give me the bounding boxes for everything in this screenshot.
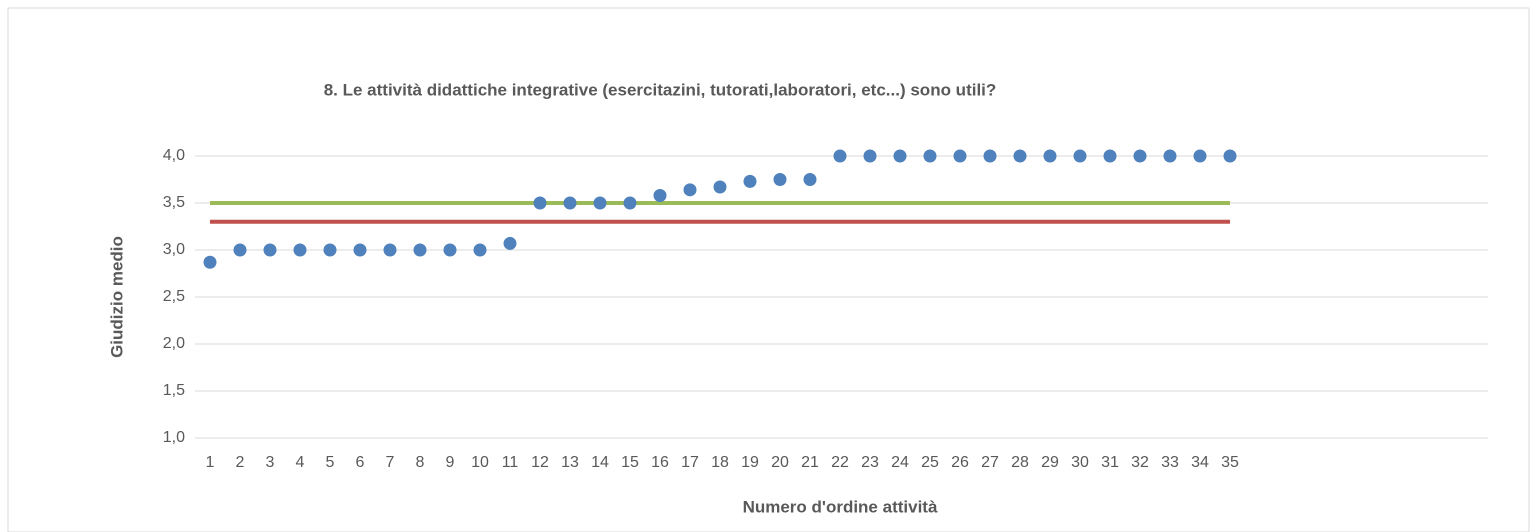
x-tick-label: 9: [446, 454, 455, 471]
data-point: [953, 149, 967, 163]
data-point: [263, 243, 277, 257]
x-tick-label: 4: [296, 454, 305, 471]
x-tick-label: 25: [921, 454, 939, 471]
data-point: [983, 149, 997, 163]
x-tick-label: 7: [386, 454, 395, 471]
y-tick-label: 4,0: [163, 147, 185, 164]
x-tick-label: 29: [1041, 454, 1059, 471]
y-tick-label: 2,5: [163, 288, 185, 305]
x-tick-label: 23: [861, 454, 879, 471]
data-point: [923, 149, 937, 163]
data-point: [473, 243, 487, 257]
data-point: [713, 180, 727, 194]
data-point: [1103, 149, 1117, 163]
data-point: [743, 174, 757, 188]
x-tick-label: 32: [1131, 454, 1149, 471]
x-tick-label: 28: [1011, 454, 1029, 471]
data-point: [1133, 149, 1147, 163]
data-point: [1223, 149, 1237, 163]
y-axis-label: Giudizio medio: [107, 236, 126, 358]
x-tick-label: 19: [741, 454, 759, 471]
x-tick-label: 24: [891, 454, 909, 471]
data-point: [563, 196, 577, 210]
data-point: [443, 243, 457, 257]
x-tick-label: 33: [1161, 454, 1179, 471]
x-tick-label: 35: [1221, 454, 1239, 471]
x-tick-label: 6: [356, 454, 365, 471]
data-point: [1043, 149, 1057, 163]
data-point: [533, 196, 547, 210]
x-tick-label: 18: [711, 454, 729, 471]
data-point: [203, 255, 217, 269]
x-tick-label: 17: [681, 454, 699, 471]
x-tick-label: 16: [651, 454, 669, 471]
y-tick-label: 2,0: [163, 335, 185, 352]
x-tick-label: 11: [502, 454, 519, 471]
data-point: [623, 196, 637, 210]
y-tick-label: 1,0: [163, 429, 185, 446]
data-point: [233, 243, 247, 257]
data-point: [653, 188, 667, 202]
x-tick-label: 22: [831, 454, 849, 471]
x-tick-label: 12: [531, 454, 549, 471]
y-tick-label: 1,5: [163, 382, 185, 399]
x-tick-label: 2: [236, 454, 245, 471]
x-tick-label: 21: [801, 454, 819, 471]
data-point: [863, 149, 877, 163]
x-tick-label: 5: [326, 454, 335, 471]
x-tick-label: 30: [1071, 454, 1089, 471]
chart-frame: [7, 7, 1530, 532]
data-point: [323, 243, 337, 257]
chart-title: 8. Le attività didattiche integrative (e…: [324, 80, 997, 99]
data-point: [893, 149, 907, 163]
y-tick-label: 3,5: [163, 194, 185, 211]
data-point: [803, 173, 817, 186]
x-axis-label: Numero d'ordine attività: [743, 497, 938, 516]
data-point: [383, 243, 397, 257]
x-tick-label: 1: [206, 454, 215, 471]
x-tick-label: 34: [1191, 454, 1209, 471]
data-point: [593, 196, 607, 210]
x-tick-label: 13: [561, 454, 579, 471]
data-point: [773, 173, 787, 186]
data-point: [353, 243, 367, 257]
x-tick-label: 31: [1101, 454, 1119, 471]
x-tick-label: 15: [621, 454, 639, 471]
data-point: [503, 236, 517, 250]
data-point: [293, 243, 307, 257]
x-tick-label: 14: [591, 454, 609, 471]
x-tick-label: 10: [471, 454, 489, 471]
data-point: [413, 243, 427, 257]
data-point: [683, 183, 697, 197]
data-point: [1073, 149, 1087, 163]
x-tick-label: 8: [416, 454, 425, 471]
y-tick-label: 3,0: [163, 241, 185, 258]
data-point: [1163, 149, 1177, 163]
data-point: [1013, 149, 1027, 163]
data-point: [1193, 149, 1207, 163]
x-tick-label: 20: [771, 454, 789, 471]
data-point: [833, 149, 847, 163]
x-tick-label: 3: [266, 454, 275, 471]
x-tick-label: 27: [981, 454, 999, 471]
x-tick-label: 26: [951, 454, 969, 471]
